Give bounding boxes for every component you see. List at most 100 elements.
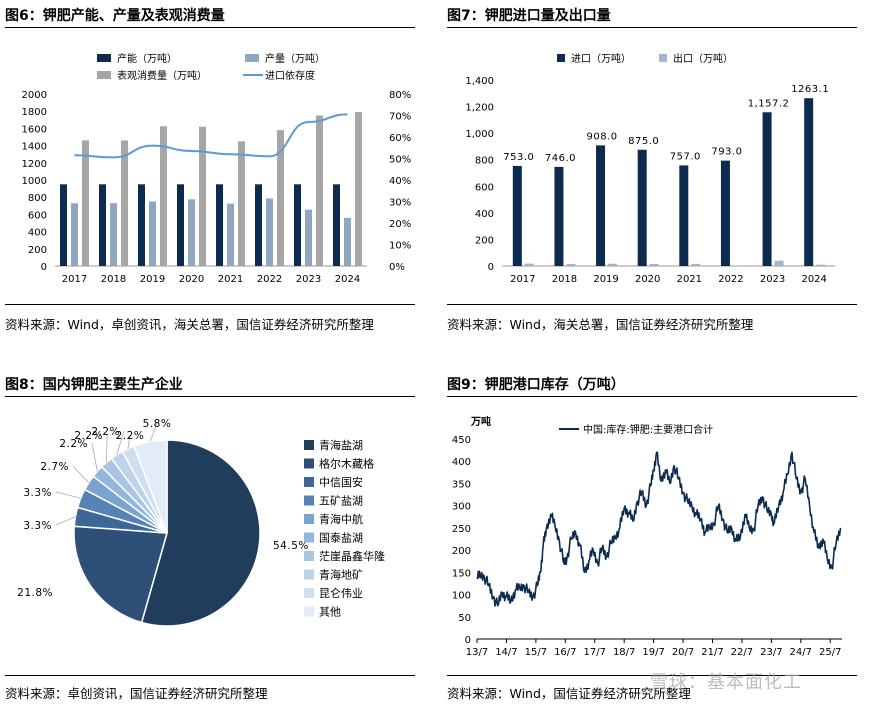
pie-value-label: 2.2%: [116, 430, 145, 442]
pie-value-label: 2.2%: [91, 426, 120, 438]
x-tick-label: 13/7: [466, 647, 488, 658]
bar-export: [774, 260, 784, 266]
x-tick-label: 18/7: [613, 647, 635, 658]
legend-label-export: 出口（万吨）: [673, 52, 733, 65]
y-tick-label: 250: [452, 524, 471, 535]
legend-label: 产量（万吨）: [265, 52, 325, 65]
legend-label: 产能（万吨）: [117, 52, 177, 65]
bar-consumption: [316, 115, 323, 266]
x-tick-label: 2017: [510, 274, 535, 285]
bar-export: [649, 264, 659, 266]
legend-label: 青海中航: [319, 512, 363, 526]
y-left-tick-label: 200: [28, 245, 47, 256]
leader-line: [55, 516, 76, 526]
y-tick-label: 0: [488, 262, 494, 273]
y-right-tick-label: 0%: [389, 262, 405, 273]
x-tick-label: 2023: [296, 274, 321, 285]
x-tick-label: 2020: [179, 274, 204, 285]
y-axis-unit: 万吨: [470, 415, 491, 428]
bar-output: [266, 198, 273, 266]
y-tick-label: 50: [458, 613, 471, 624]
fig9-title-rule: [447, 396, 857, 397]
x-tick-label: 2018: [552, 274, 577, 285]
bar-import: [596, 145, 606, 266]
x-tick-label: 24/7: [790, 647, 812, 658]
x-tick-label: 2021: [677, 274, 702, 285]
legend-swatch: [304, 514, 314, 524]
legend-swatch: [304, 458, 314, 469]
y-right-tick-label: 60%: [389, 133, 411, 144]
legend-label: 青海盐湖: [319, 438, 363, 452]
legend-swatch: [97, 71, 111, 79]
legend-swatch: [304, 477, 314, 487]
bar-consumption: [355, 112, 362, 266]
bar-consumption: [160, 126, 167, 266]
legend-swatch: [304, 606, 314, 617]
y-tick-label: 800: [475, 156, 494, 167]
bar-consumption: [121, 140, 128, 266]
legend-swatch: [304, 569, 314, 580]
pie-value-label: 2.7%: [40, 461, 69, 473]
y-left-tick-label: 1600: [22, 124, 47, 135]
bar-export: [691, 263, 701, 266]
bar-capacity: [99, 184, 106, 266]
legend-label: 表观消费量（万吨）: [117, 69, 207, 82]
leader-line: [72, 465, 90, 484]
bar-capacity: [138, 184, 145, 266]
legend-label: 青海地矿: [319, 568, 363, 582]
bar-import: [804, 98, 814, 266]
x-tick-label: 2021: [218, 274, 243, 285]
legend-swatch-export: [659, 54, 667, 62]
data-label-import: 1,157.2: [748, 98, 790, 109]
bar-output: [227, 203, 234, 266]
bar-capacity: [333, 184, 340, 266]
fig8-source: 资料来源：卓创资讯，国信证券经济研究所整理: [5, 686, 268, 701]
legend-label: 茫崖晶鑫华隆: [319, 549, 385, 563]
x-tick-label: 19/7: [642, 647, 664, 658]
y-left-tick-label: 400: [28, 228, 47, 239]
leader-line: [127, 434, 131, 449]
pie-value-label: 54.5%: [273, 540, 309, 552]
y-tick-label: 100: [452, 591, 471, 602]
x-tick-label: 2024: [335, 274, 360, 285]
fig6-source: 资料来源：Wind，卓创资讯，海关总署，国信证券经济研究所整理: [5, 317, 374, 332]
data-label-import: 753.0: [503, 152, 534, 163]
x-tick-label: 2022: [257, 274, 282, 285]
fig8-chart: 54.5%21.8%3.3%3.3%2.7%2.2%2.2%2.2%2.2%5.…: [17, 418, 385, 627]
legend-label: 昆仑伟业: [319, 586, 363, 600]
y-right-tick-label: 30%: [389, 198, 411, 209]
bar-import: [679, 165, 689, 266]
y-tick-label: 600: [475, 182, 494, 193]
legend-label: 中国:库存:钾肥:主要港口合计: [583, 423, 713, 436]
y-left-tick-label: 1800: [22, 107, 47, 118]
pie-value-label: 2.2%: [59, 438, 88, 450]
data-label-import: 746.0: [545, 153, 576, 164]
x-tick-label: 20/7: [672, 647, 694, 658]
fig6-chart: 产能（万吨） 产量（万吨） 表观消费量（万吨） 进口依存度 0 200 400 600 800 1…: [22, 52, 412, 285]
bar-output: [110, 203, 117, 266]
y-tick-label: 1,000: [465, 129, 494, 140]
fig9-source-rule: [447, 675, 857, 676]
legend-label: 国泰盐湖: [319, 531, 363, 545]
x-tick-label: 2018: [101, 274, 126, 285]
data-label-import: 793.0: [711, 147, 742, 158]
x-tick-label: 2020: [635, 274, 660, 285]
x-tick-label: 2017: [62, 274, 87, 285]
leader-line: [55, 491, 81, 499]
bar-capacity: [216, 184, 223, 266]
y-right-tick-label: 20%: [389, 219, 411, 230]
bar-export: [732, 265, 742, 266]
legend-label-import: 进口（万吨）: [571, 52, 631, 65]
data-label-import: 757.0: [670, 151, 701, 162]
bar-export: [566, 264, 576, 266]
bar-import: [512, 165, 522, 266]
bar-consumption: [82, 140, 89, 266]
y-left-tick-label: 1000: [22, 176, 47, 187]
y-left-tick-label: 1400: [22, 142, 47, 153]
y-right-tick-label: 70%: [389, 112, 411, 123]
bar-import: [762, 112, 772, 266]
fig6-source-rule: [5, 304, 415, 305]
bar-export: [608, 263, 618, 266]
x-tick-label: 25/7: [819, 647, 841, 658]
